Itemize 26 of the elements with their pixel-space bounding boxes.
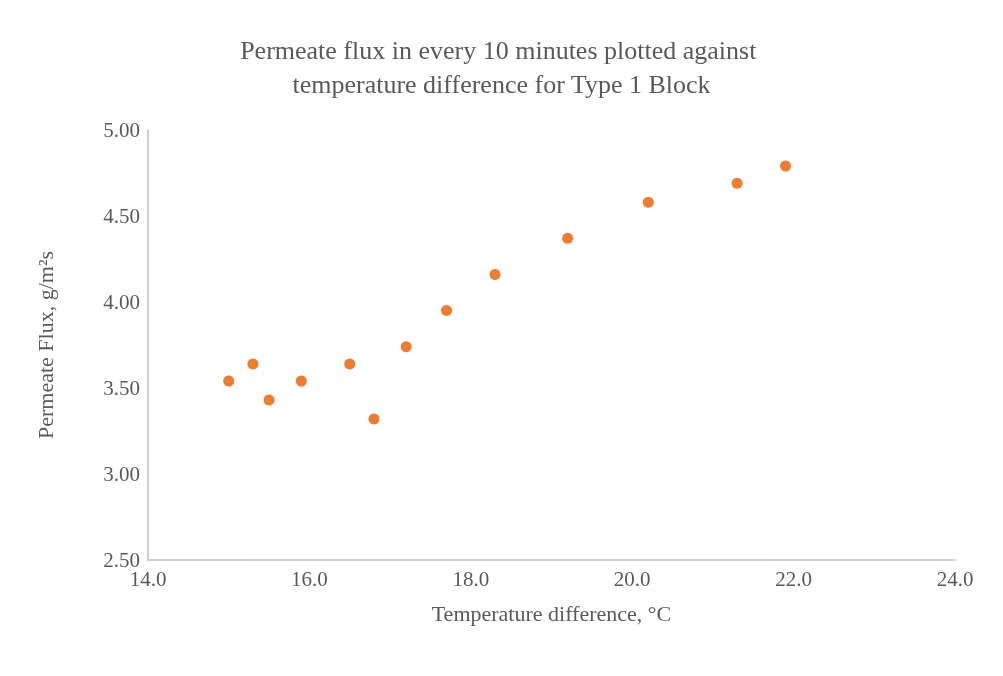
x-axis-title: Temperature difference, °C <box>431 600 672 626</box>
x-tick-label: 16.0 <box>291 566 328 591</box>
point <box>368 413 380 425</box>
point <box>223 375 235 387</box>
chart-title: Permeate flux in every 10 minutes plotted against temperature difference for Type 1 Block <box>240 35 763 99</box>
x-tick-label: 24.0 <box>936 566 974 591</box>
y-tick-label: 3.00 <box>103 462 140 486</box>
y-tick-label: 4.50 <box>103 204 140 228</box>
point <box>295 375 307 387</box>
point <box>441 305 453 317</box>
y-axis-title: Permeate Flux, g/m²s <box>32 250 58 440</box>
x-tick-label: 20.0 <box>613 566 651 591</box>
point <box>400 341 412 353</box>
point <box>731 177 743 189</box>
point <box>247 358 259 370</box>
x-tick-label: 18.0 <box>452 566 490 591</box>
point <box>562 232 574 244</box>
y-tick-label: 4.00 <box>103 290 140 314</box>
y-tick-label: 5.00 <box>103 118 140 142</box>
y-tick-label: 3.50 <box>103 376 140 400</box>
point <box>642 196 654 208</box>
point <box>263 394 275 406</box>
x-tick-label: 22.0 <box>775 566 812 591</box>
point <box>344 358 356 370</box>
point <box>489 268 501 280</box>
point <box>780 160 792 172</box>
